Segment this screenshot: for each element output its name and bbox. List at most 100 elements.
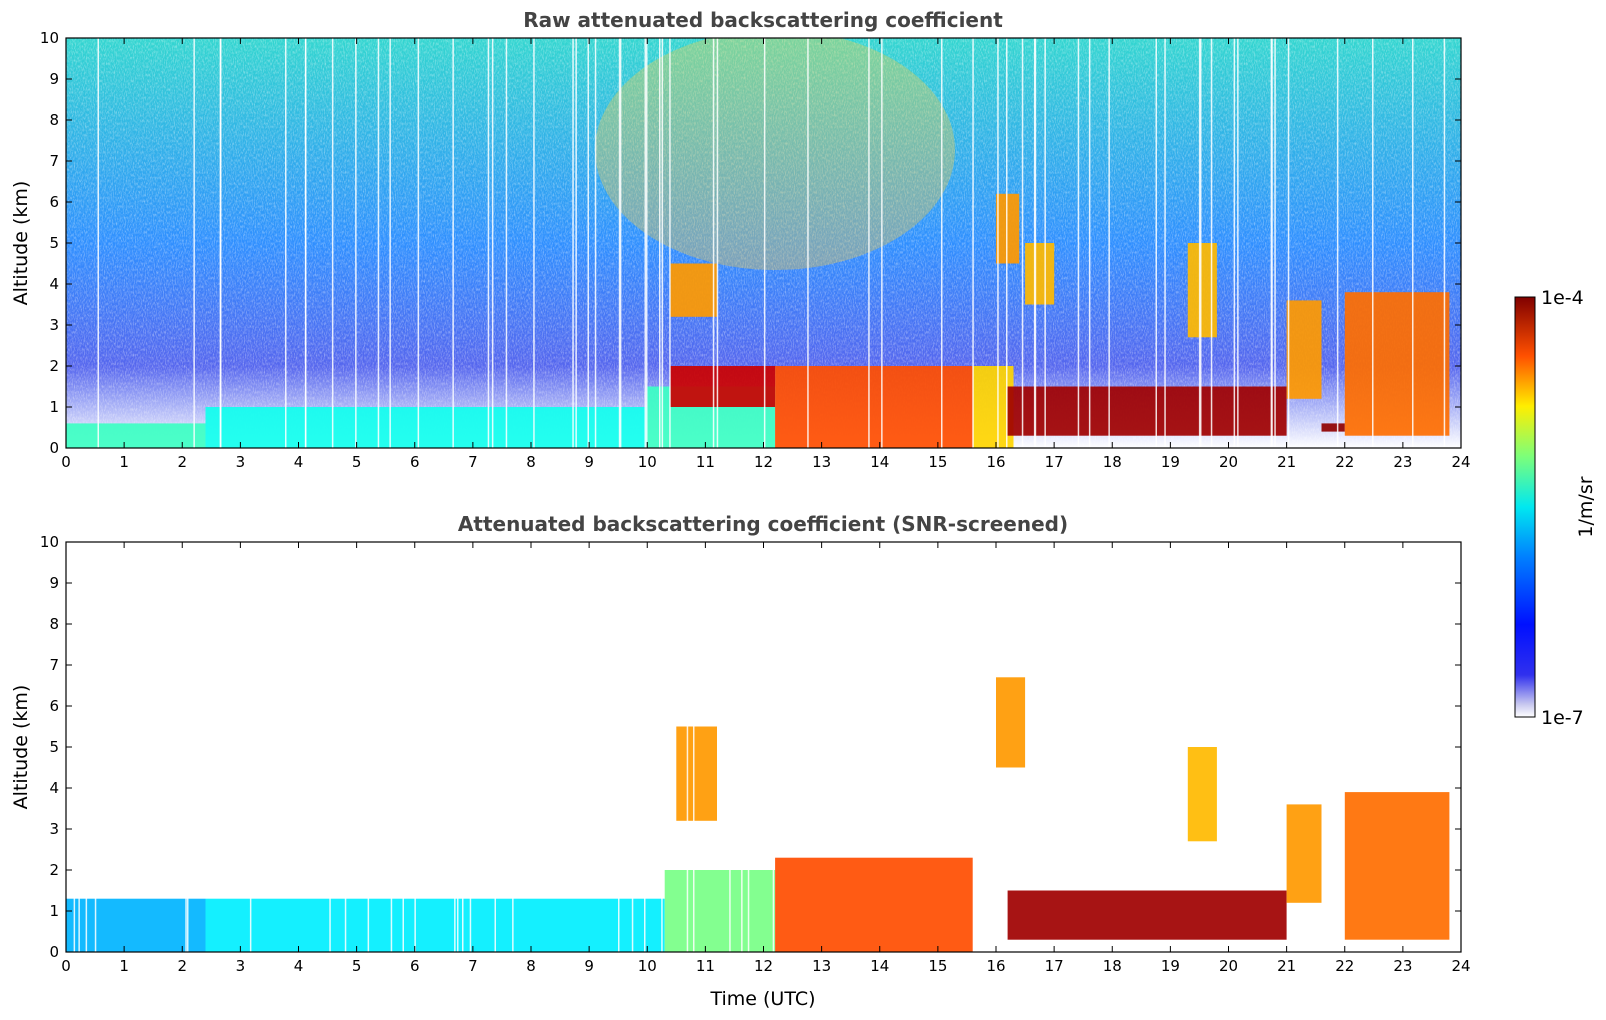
data-gap-line — [1200, 38, 1202, 448]
backscatter-feature — [676, 726, 717, 821]
data-gap-line — [344, 542, 347, 952]
data-gap-line — [457, 542, 459, 952]
x-tick-label: 19 — [1161, 957, 1180, 975]
y-tick-label: 8 — [49, 615, 59, 633]
backscatter-feature — [1344, 292, 1450, 436]
x-tick-label: 20 — [1219, 957, 1238, 975]
y-tick-label: 8 — [49, 111, 59, 129]
data-gap-line — [1287, 38, 1290, 448]
data-gap-line — [772, 542, 775, 952]
x-tick-label: 6 — [410, 453, 420, 471]
x-tick-label: 12 — [754, 453, 773, 471]
x-tick-label: 23 — [1393, 453, 1412, 471]
data-gap-line — [659, 38, 661, 448]
raw-backscatter-panel: Raw attenuated backscattering coefficien… — [10, 8, 1471, 471]
y-tick-label: 3 — [49, 316, 59, 334]
backscatter-feature — [775, 857, 973, 952]
data-gap-line — [1336, 38, 1339, 448]
x-tick-label: 1 — [119, 453, 129, 471]
x-tick-label: 12 — [754, 957, 773, 975]
data-gap-line — [1108, 38, 1110, 448]
x-ticks: 0 1 2 3 4 5 6 7 8 9 10 11 12 13 14 15 16 17 18 19 20 21 22 23 24 — [61, 542, 1471, 975]
data-gap-line — [1077, 38, 1080, 448]
data-gap-line — [1210, 38, 1213, 448]
y-tick-label: 2 — [49, 357, 59, 375]
x-tick-label: 13 — [812, 453, 831, 471]
data-gap-line — [94, 542, 97, 952]
data-gap-line — [304, 38, 307, 448]
data-gap-line — [414, 542, 416, 952]
data-gap-line — [1155, 38, 1157, 448]
x-tick-label: 21 — [1277, 957, 1296, 975]
backscatter-feature — [205, 407, 648, 448]
data-gap-line — [712, 38, 715, 448]
data-gap-line — [881, 38, 883, 448]
feature-layer — [66, 677, 1450, 952]
x-tick-label: 18 — [1103, 957, 1122, 975]
data-gap-line — [693, 542, 695, 952]
data-gap-line — [716, 38, 719, 448]
data-gap-line — [285, 38, 287, 448]
data-gap-line — [452, 38, 454, 448]
x-tick-label: 13 — [812, 957, 831, 975]
backscatter-feature — [1187, 243, 1217, 338]
backscatter-feature — [1321, 423, 1345, 432]
data-gap-line — [512, 542, 514, 952]
y-tick-label: 9 — [49, 574, 59, 592]
x-tick-label: 11 — [696, 453, 715, 471]
aerosol-haze-dust — [595, 38, 955, 270]
x-tick-label: 2 — [177, 453, 187, 471]
data-gap-line — [417, 38, 420, 448]
x-tick-label: 15 — [928, 957, 947, 975]
x-tick-label: 24 — [1451, 453, 1470, 471]
x-tick-label: 0 — [61, 957, 71, 975]
data-gap-line — [763, 38, 766, 448]
data-gap-line — [469, 542, 472, 952]
snr-screened-panel: Attenuated backscattering coefficient (S… — [10, 512, 1471, 1010]
data-gap-line — [193, 38, 195, 448]
backscatter-feature — [775, 366, 973, 448]
data-gap-line — [1006, 38, 1008, 448]
data-gap-line — [487, 38, 490, 448]
data-gap-line — [572, 38, 574, 448]
data-gap-line — [1033, 38, 1036, 448]
data-gap-line — [618, 38, 621, 448]
backscatter-feature — [1007, 386, 1287, 436]
data-gap-line — [631, 542, 634, 952]
colorbar-gradient — [1514, 296, 1536, 718]
y-tick-label: 2 — [49, 861, 59, 879]
backscatter-feature — [1187, 747, 1217, 842]
backscatter-feature — [996, 193, 1020, 264]
data-gap-line — [587, 38, 589, 448]
x-tick-label: 24 — [1451, 957, 1470, 975]
heatmap-area — [66, 542, 1461, 952]
x-tick-label: 1 — [119, 957, 129, 975]
backscatter-feature — [1007, 890, 1287, 940]
x-axis-label: Time (UTC) — [709, 988, 815, 1010]
x-ticks: 0 1 2 3 4 5 6 7 8 9 10 11 12 13 14 15 16 17 18 19 20 21 22 23 24 — [61, 38, 1471, 471]
data-gap-line — [491, 38, 494, 448]
x-tick-label: 9 — [584, 957, 594, 975]
y-tick-label: 0 — [49, 439, 59, 457]
data-gap-line — [187, 542, 189, 952]
colorbar-min-label: 1e-7 — [1541, 707, 1584, 729]
x-tick-label: 11 — [696, 957, 715, 975]
backscatter-feature — [1286, 804, 1322, 903]
y-tick-label: 7 — [49, 656, 59, 674]
x-tick-label: 17 — [1045, 957, 1064, 975]
y-tick-label: 0 — [49, 943, 59, 961]
y-tick-label: 5 — [49, 234, 59, 252]
x-tick-label: 17 — [1045, 453, 1064, 471]
x-tick-label: 8 — [526, 957, 536, 975]
data-gap-line — [389, 38, 391, 448]
data-gap-line — [594, 38, 597, 448]
y-tick-label: 6 — [49, 697, 59, 715]
x-tick-label: 5 — [352, 957, 362, 975]
data-gap-line — [741, 542, 743, 952]
heatmap-area — [66, 38, 1461, 448]
y-ticks: 0 1 2 3 4 5 6 7 8 9 10 — [40, 533, 1461, 961]
data-gap-line — [367, 542, 370, 952]
data-gap-line — [997, 38, 999, 448]
data-gap-line — [355, 38, 357, 448]
data-gap-line — [661, 542, 663, 952]
